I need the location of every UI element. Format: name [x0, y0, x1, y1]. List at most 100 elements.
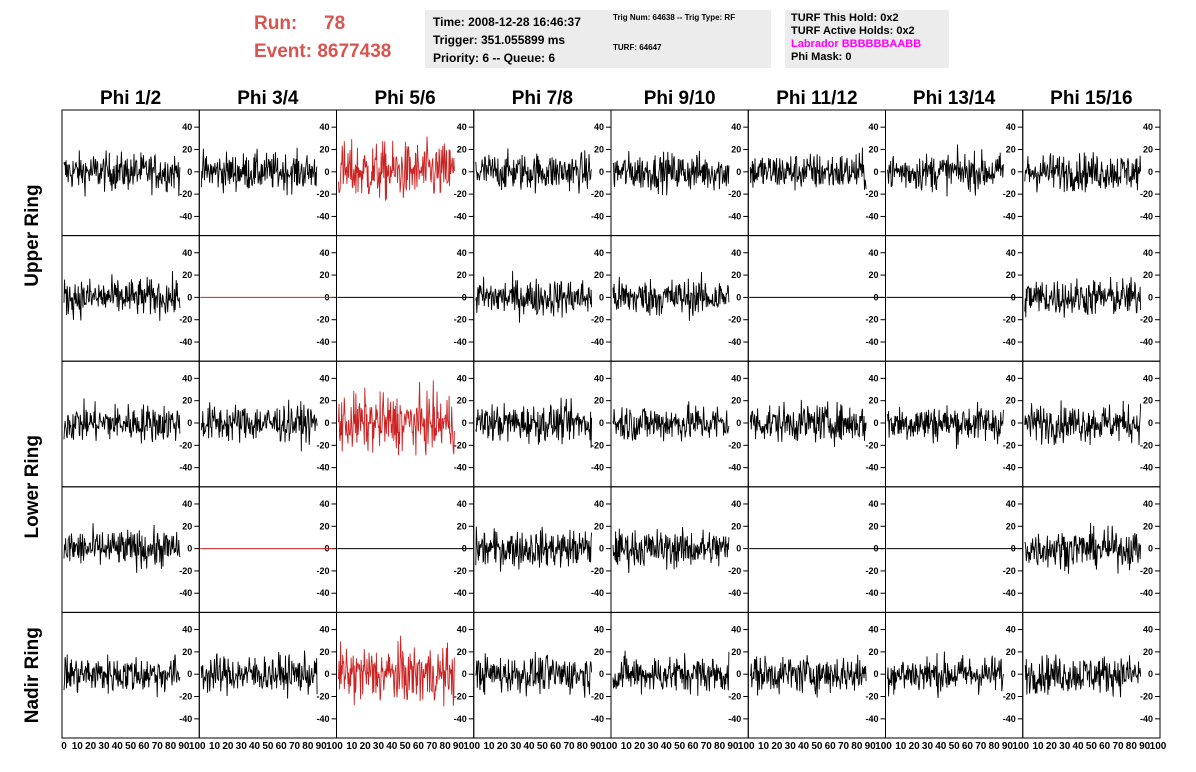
- y-tick-label: -40: [728, 588, 741, 598]
- trace-line: [1024, 654, 1142, 698]
- ring-label: Lower Ring: [22, 435, 43, 538]
- y-tick-label: 0: [599, 418, 604, 428]
- y-tick-label: 20: [868, 270, 878, 280]
- y-tick-label: 20: [731, 521, 741, 531]
- trace-line: [338, 136, 455, 201]
- x-tick-label: 20: [222, 741, 234, 752]
- x-tick-label: 50: [1086, 741, 1098, 752]
- y-tick-label: -20: [728, 440, 741, 450]
- y-tick-label: -40: [591, 463, 604, 473]
- x-tick-label: 70: [563, 741, 575, 752]
- x-tick-label: 90: [865, 741, 877, 752]
- y-tick-label: 40: [319, 625, 329, 635]
- x-tick-label: 80: [165, 741, 177, 752]
- x-tick-label: 60: [550, 741, 562, 752]
- y-tick-label: 0: [599, 292, 604, 302]
- x-tick-label: 70: [975, 741, 987, 752]
- y-tick-label: 0: [187, 167, 192, 177]
- trace-line: [200, 147, 318, 196]
- trace-line: [1024, 400, 1142, 446]
- labrador-line: Labrador BBBBBBAABB: [791, 38, 922, 50]
- y-tick-label: -20: [728, 189, 741, 199]
- y-tick-label: 0: [599, 544, 604, 554]
- x-tick-label: 10: [346, 741, 358, 752]
- y-tick-label: -40: [179, 463, 192, 473]
- y-tick-label: -20: [1140, 315, 1153, 325]
- x-tick-label: 40: [112, 741, 124, 752]
- y-tick-label: -40: [728, 337, 741, 347]
- y-tick-label: 20: [1143, 647, 1153, 657]
- x-tick-label: 50: [400, 741, 412, 752]
- y-tick-label: -40: [591, 211, 604, 221]
- y-tick-label: 20: [1006, 396, 1016, 406]
- column-title: Phi 15/16: [1050, 88, 1132, 109]
- x-tick-label: 90: [316, 741, 328, 752]
- y-tick-label: -20: [865, 566, 878, 576]
- y-tick-label: -40: [1140, 463, 1153, 473]
- x-tick-label: 50: [674, 741, 686, 752]
- x-tick-label: 100: [601, 741, 618, 752]
- x-tick-label: 60: [413, 741, 425, 752]
- y-tick-label: 0: [324, 418, 329, 428]
- y-tick-label: 0: [736, 292, 741, 302]
- y-tick-label: 40: [182, 122, 192, 132]
- y-tick-label: 0: [736, 544, 741, 554]
- y-tick-label: -20: [179, 692, 192, 702]
- y-tick-label: 20: [182, 647, 192, 657]
- y-tick-label: -20: [179, 566, 192, 576]
- x-tick-label: 20: [497, 741, 509, 752]
- x-tick-label: 40: [798, 741, 810, 752]
- y-tick-label: -40: [728, 211, 741, 221]
- y-tick-label: 20: [1143, 396, 1153, 406]
- y-tick-label: 20: [731, 144, 741, 154]
- y-tick-label: -40: [454, 463, 467, 473]
- x-tick-label: 90: [453, 741, 465, 752]
- y-tick-label: 40: [319, 122, 329, 132]
- y-tick-label: 20: [594, 647, 604, 657]
- turf-hold-line: TURF This Hold: 0x2: [791, 12, 899, 24]
- event-label: Event:: [254, 41, 313, 62]
- y-tick-label: 0: [324, 167, 329, 177]
- y-tick-label: 40: [457, 499, 467, 509]
- column-title: Phi 11/12: [776, 88, 857, 109]
- y-tick-label: 40: [182, 248, 192, 258]
- x-tick-label: 100: [326, 741, 343, 752]
- y-tick-label: -20: [865, 440, 878, 450]
- y-tick-label: 20: [457, 396, 467, 406]
- turf-active-line: TURF Active Holds: 0x2: [791, 25, 915, 37]
- y-tick-label: 40: [1006, 122, 1016, 132]
- y-tick-label: 0: [873, 167, 878, 177]
- y-tick-label: -40: [316, 337, 329, 347]
- y-tick-label: -20: [316, 315, 329, 325]
- y-tick-label: -40: [1140, 588, 1153, 598]
- x-tick-label: 70: [289, 741, 301, 752]
- turf-line: TURF: 64647: [613, 43, 662, 52]
- x-tick-label: 20: [634, 741, 646, 752]
- x-tick-label: 40: [249, 741, 261, 752]
- x-tick-label: 100: [738, 741, 755, 752]
- ring-label: Upper Ring: [22, 184, 43, 286]
- y-tick-label: -40: [454, 714, 467, 724]
- trace-line: [749, 654, 867, 698]
- x-tick-label: 10: [1033, 741, 1045, 752]
- column-title: Phi 1/2: [100, 88, 161, 109]
- x-tick-label: 90: [727, 741, 739, 752]
- trig-num-line: Trig Num: 64638 -- Trig Type: RF: [613, 13, 736, 22]
- y-tick-label: 20: [319, 144, 329, 154]
- y-tick-label: 20: [868, 144, 878, 154]
